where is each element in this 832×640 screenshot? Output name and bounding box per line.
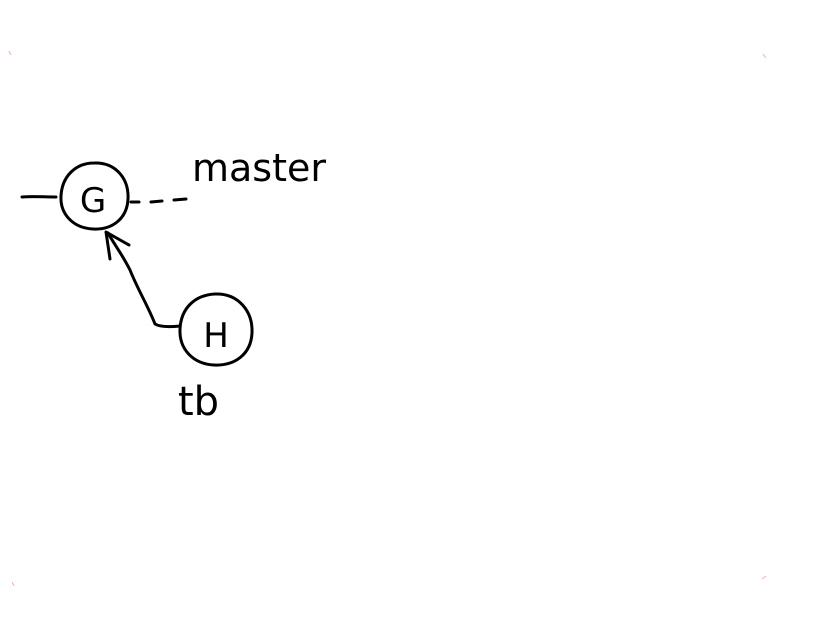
commit-node-h: H	[180, 294, 252, 365]
corner-mark-top-left	[9, 51, 11, 55]
commit-label-g: G	[80, 181, 106, 221]
dash-2	[151, 201, 162, 202]
branch-label-master: master	[192, 146, 326, 190]
corner-mark-bottom-right	[762, 576, 766, 579]
commit-node-g: G	[61, 163, 128, 229]
master-pointer-dashes	[131, 199, 186, 202]
corner-mark-bottom-left	[12, 582, 14, 586]
parent-arrow-shaft	[108, 233, 180, 327]
commit-label-h: H	[203, 316, 229, 356]
branch-label-tb: tb	[178, 379, 219, 425]
dash-3	[174, 199, 186, 200]
corner-marks	[9, 51, 766, 586]
parent-arrow	[106, 232, 180, 327]
corner-mark-top-right	[763, 54, 766, 58]
